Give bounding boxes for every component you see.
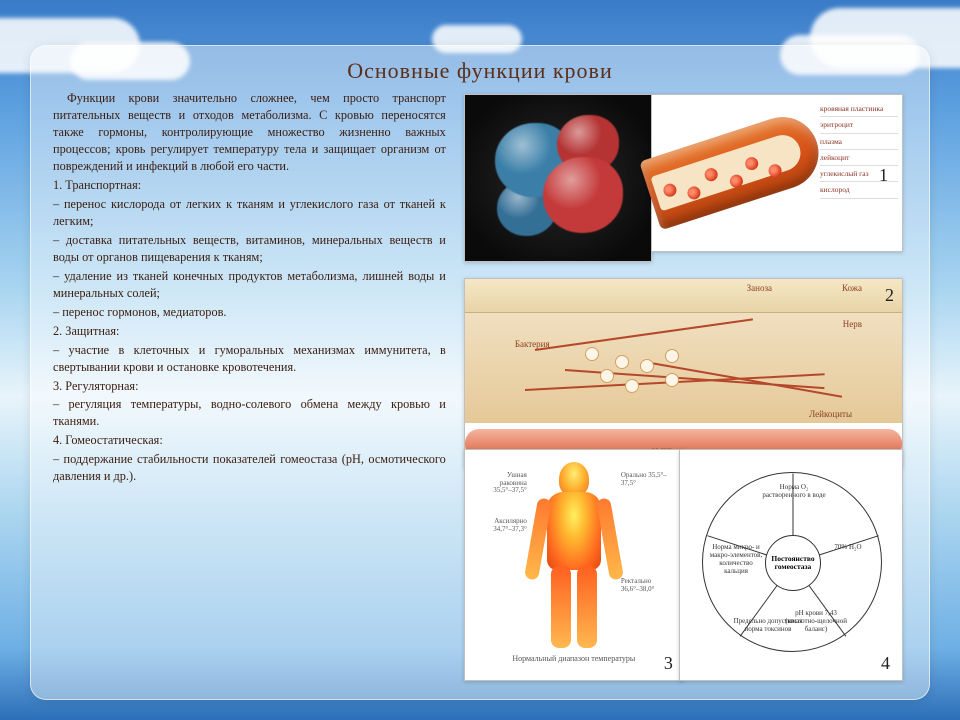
figure-blood-vessel: кровяная пластинка эритроцит плазма лейк… [651, 94, 903, 252]
wheel-sector: 70% H₂O [823, 543, 873, 551]
skin-label: Кожа [842, 283, 862, 293]
section-4-item: – поддержание стабильности показателей г… [53, 451, 446, 485]
content-row: Функции крови значительно сложнее, чем п… [53, 90, 907, 683]
slide-panel: Основные функции крови Функции крови зна… [30, 45, 930, 700]
legend-item: лейкоцит [820, 150, 898, 166]
intro-paragraph: Функции крови значительно сложнее, чем п… [53, 90, 446, 175]
section-1-item: – доставка питательных веществ, витамино… [53, 232, 446, 266]
skin-label: Бактерия [515, 339, 550, 349]
figure-column: кровяная пластинка эритроцит плазма лейк… [460, 90, 907, 683]
wheel-center: Постоянство гомеостаза [765, 535, 821, 591]
vessel-shape [639, 108, 828, 231]
figure-homeostasis-wheel: Постоянство гомеостаза Норма O₂ растворе… [679, 449, 903, 681]
figure-3-caption: Нормальный диапазон температуры [471, 654, 677, 663]
temp-label: Аксилярно 34,7°–37,3° [477, 518, 527, 533]
figure-number-2: 2 [885, 285, 894, 306]
slide-title: Основные функции крови [53, 58, 907, 84]
section-2-head: 2. Защитная: [53, 323, 446, 340]
section-3-head: 3. Регуляторная: [53, 378, 446, 395]
section-3-item: – регуляция температуры, водно-солевого … [53, 396, 446, 430]
figure-number-1: 1 [879, 165, 888, 186]
wheel-sector: Норма O₂ растворенного в воде [759, 483, 829, 499]
wheel-sector: Предельно допустимая норма токсинов [733, 617, 803, 633]
temp-label: Ушная раковина 35,5°–37,5° [481, 472, 527, 495]
section-1-item: – удаление из тканей конечных продуктов … [53, 268, 446, 302]
figure-number-4: 4 [881, 653, 890, 674]
text-column: Функции крови значительно сложнее, чем п… [53, 90, 446, 683]
skin-label: Лейкоциты [809, 409, 852, 419]
legend-item: эритроцит [820, 117, 898, 133]
figure-skin-section: Заноза Кожа Нерв Бактерия Лейкоциты сосу… [464, 278, 903, 468]
skin-label: Нерв [843, 319, 862, 329]
temp-label: Орально 35,5°–37,5° [621, 472, 667, 487]
temp-label: Ректально 36,6°–38,0° [621, 578, 669, 593]
section-1-item: – перенос кислорода от легких к тканям и… [53, 196, 446, 230]
section-1-head: 1. Транспортная: [53, 177, 446, 194]
section-4-head: 4. Гомеостатическая: [53, 432, 446, 449]
legend-item: плазма [820, 134, 898, 150]
figure-number-3: 3 [664, 653, 673, 674]
section-1-item: – перенос гормонов, медиаторов. [53, 304, 446, 321]
section-2-item: – участие в клеточных и гуморальных меха… [53, 342, 446, 376]
figure-body-temperature: Ушная раковина 35,5°–37,5° Орально 35,5°… [464, 449, 684, 681]
wheel-sector: Норма микро- и макро-элементов, количест… [709, 543, 763, 575]
figure-hemoglobin [464, 94, 652, 262]
skin-label: Заноза [747, 283, 772, 293]
legend-item: кровяная пластинка [820, 101, 898, 117]
